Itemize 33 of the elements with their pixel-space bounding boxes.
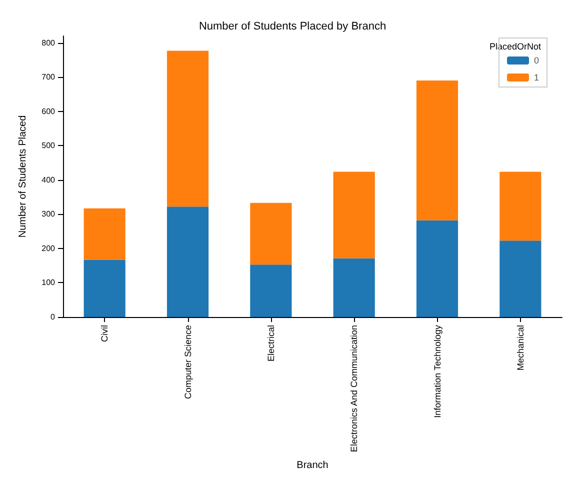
chart-title: Number of Students Placed by Branch	[198, 20, 386, 32]
bar	[333, 172, 375, 258]
x-tick-label: Computer Science	[182, 325, 193, 400]
bar	[500, 240, 542, 317]
legend-label: 1	[534, 72, 540, 82]
bar	[166, 206, 209, 317]
bar	[166, 50, 209, 207]
legend-label: 0	[534, 56, 540, 66]
y-tick-label: 300	[42, 210, 56, 219]
bar	[84, 260, 126, 317]
y-tick-label: 100	[42, 278, 56, 288]
y-tick-label: 200	[42, 244, 56, 253]
bar	[84, 208, 126, 260]
x-axis-title: Branch	[296, 460, 328, 471]
x-tick-label: Information Technology	[432, 324, 442, 418]
y-tick-label: 700	[42, 72, 56, 82]
x-tick-label: Mechanical	[515, 325, 526, 371]
bar	[416, 80, 458, 220]
x-tick-label: Electronics And Communication	[349, 325, 360, 452]
y-tick-label: 400	[42, 175, 56, 184]
bar	[416, 220, 458, 317]
bar	[250, 264, 292, 317]
y-tick-label: 800	[42, 38, 56, 48]
y-axis-title: Number of Students Placed	[18, 115, 28, 238]
bar	[333, 258, 375, 317]
y-tick-label: 600	[42, 106, 56, 116]
x-tick-label: Electrical	[266, 325, 276, 362]
legend-title: PlacedOrNot	[489, 42, 542, 52]
x-tick-label: Civil	[100, 325, 110, 342]
y-tick-label: 0	[50, 312, 56, 322]
bar	[500, 172, 542, 241]
bar	[250, 202, 292, 265]
y-tick-label: 500	[42, 141, 56, 150]
